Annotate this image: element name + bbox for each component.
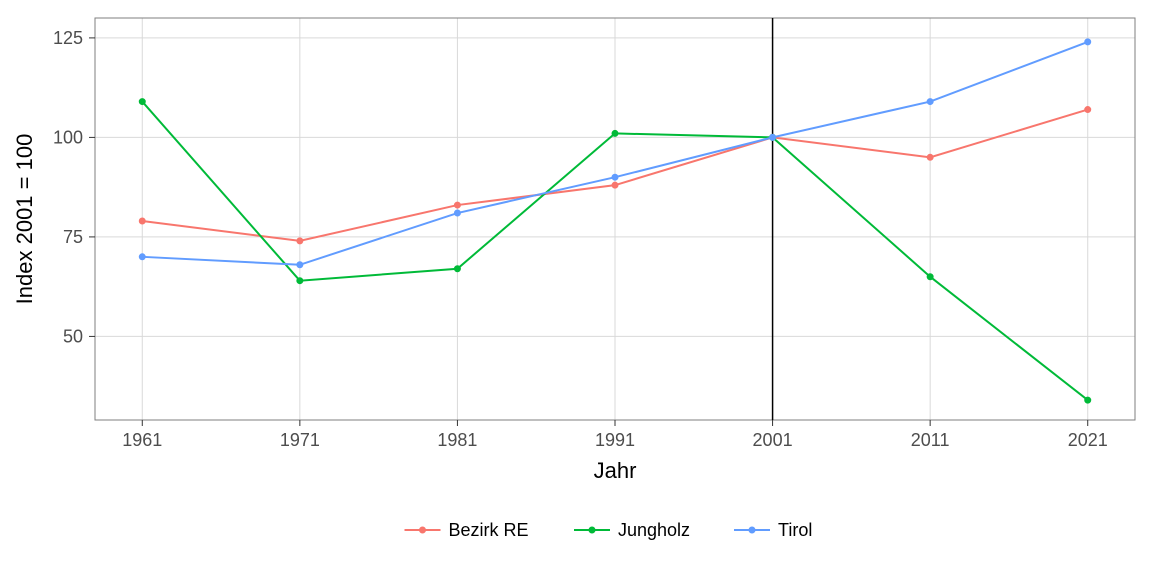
legend-label: Tirol [778,520,812,540]
x-tick-label: 2001 [753,430,793,450]
legend-label: Jungholz [618,520,690,540]
y-tick-label: 50 [63,326,83,346]
index-line-chart: 1961 1971 1981 1991 2001 2011 2021 50 75 100 125 Ja… [0,0,1152,576]
x-tick-label: 1961 [122,430,162,450]
x-tick-label: 1971 [280,430,320,450]
legend-item: Jungholz [574,520,690,540]
x-tick-label: 2021 [1068,430,1108,450]
y-axis-title: Index 2001 = 100 [12,134,37,305]
legend-label: Bezirk RE [449,520,529,540]
x-tick-label: 1981 [437,430,477,450]
y-tick-label: 75 [63,227,83,247]
x-tick-label: 2011 [911,430,950,450]
y-tick-label: 125 [53,28,83,48]
x-axis-title: Jahr [594,458,637,483]
legend: Bezirk RE Jungholz Tirol [405,520,813,540]
y-tick-label: 100 [53,127,83,147]
legend-item: Bezirk RE [405,520,529,540]
x-tick-label: 1991 [595,430,635,450]
